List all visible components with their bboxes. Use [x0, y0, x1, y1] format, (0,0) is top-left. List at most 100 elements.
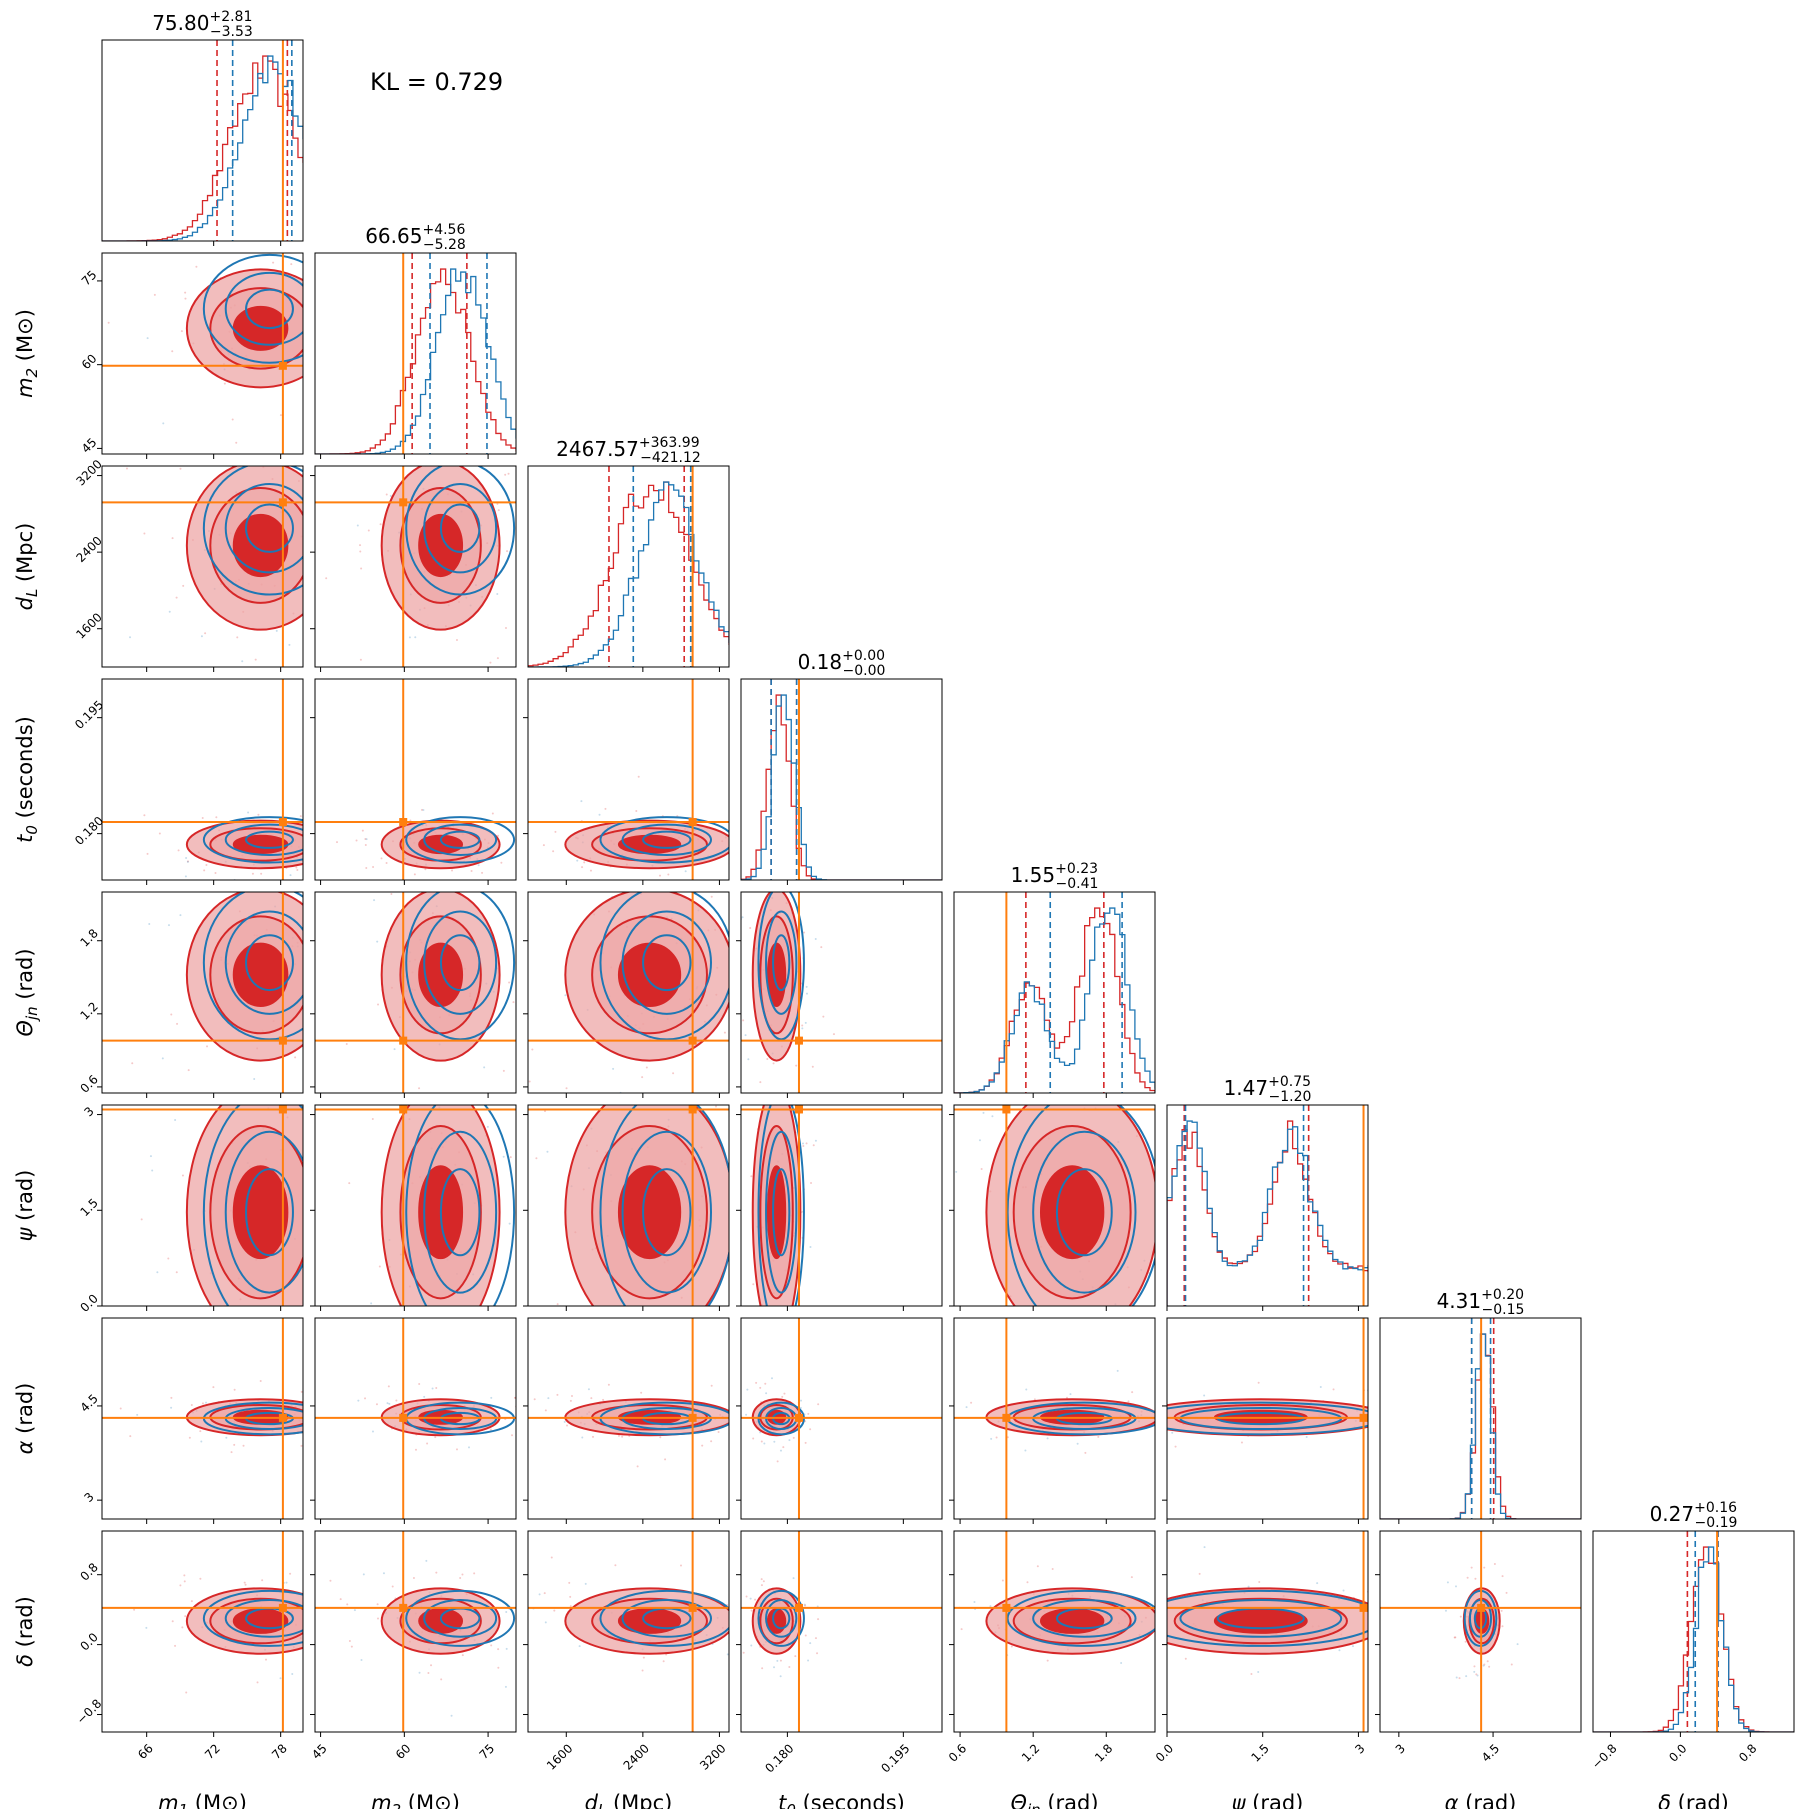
- sample-point: [1012, 1651, 1014, 1653]
- contour-blue-1: [423, 823, 498, 856]
- sample-point: [320, 1414, 322, 1416]
- contour-blue-2: [772, 934, 791, 992]
- sample-point: [726, 1653, 729, 1656]
- sample-point: [658, 874, 661, 877]
- sample-point: [456, 885, 458, 887]
- sample-point: [990, 1437, 993, 1440]
- sample-point: [382, 877, 384, 879]
- sample-point: [346, 536, 348, 538]
- panel-frame: [314, 1104, 517, 1307]
- panel-frame: [101, 678, 304, 881]
- sample-point: [507, 472, 510, 475]
- sample-point: [1239, 1206, 1241, 1208]
- sample-point: [794, 1655, 797, 1658]
- sample-point: [312, 1604, 314, 1606]
- panel-dL-m2: [310, 420, 517, 672]
- sample-point: [335, 547, 337, 549]
- sample-point: [1377, 1404, 1379, 1406]
- sample-point: [289, 1572, 292, 1575]
- contour-blue-0: [405, 1589, 516, 1647]
- sample-point: [186, 860, 189, 863]
- sample-point: [799, 1406, 802, 1409]
- sample-point: [131, 1062, 134, 1065]
- sample-point: [257, 813, 260, 816]
- sample-point: [803, 1603, 806, 1606]
- y-tick-label: 75: [79, 268, 100, 289]
- sample-point: [354, 987, 356, 989]
- panel-frame: [1379, 1530, 1582, 1733]
- sample-point: [312, 1387, 314, 1389]
- sample-point: [598, 813, 601, 816]
- sample-point: [331, 1277, 333, 1279]
- sample-point: [481, 1336, 483, 1338]
- title-t0: 0.18+0.00 −0.00: [798, 648, 886, 679]
- y-tick-label: 3: [82, 1490, 97, 1505]
- sample-point: [179, 467, 182, 470]
- sample-point: [326, 1248, 328, 1250]
- sample-point: [955, 1170, 958, 1173]
- sample-point: [237, 883, 239, 885]
- sample-point: [569, 814, 571, 816]
- sample-point: [316, 359, 318, 361]
- sample-point: [433, 420, 435, 422]
- sample-point: [767, 1307, 769, 1309]
- sample-point: [1450, 1589, 1452, 1591]
- sample-point: [830, 1594, 832, 1596]
- contour-blue-0: [599, 1105, 729, 1306]
- sample-point: [376, 940, 379, 943]
- sample-point: [749, 1150, 751, 1152]
- contour-blue-0: [405, 892, 516, 1041]
- sample-point: [581, 1436, 584, 1439]
- sample-point: [461, 441, 463, 443]
- sample-point: [450, 1714, 453, 1717]
- sample-point: [516, 1615, 518, 1617]
- histogram-red: [954, 907, 1155, 1093]
- sample-point: [1396, 1615, 1398, 1617]
- panel-frame: [101, 1317, 304, 1520]
- panel-theta-m1: 0.6 1.2 1.8: [77, 883, 356, 1122]
- contour-inner: [1039, 1165, 1105, 1260]
- sample-point: [776, 1659, 779, 1662]
- sample-point: [544, 1409, 547, 1412]
- truth-marker: [688, 1105, 697, 1114]
- sample-point: [317, 1000, 319, 1002]
- contour-blue-1: [224, 1599, 303, 1638]
- sample-point: [1174, 1445, 1177, 1448]
- truth-marker: [278, 818, 287, 827]
- sample-point: [414, 636, 417, 639]
- sample-point: [754, 1598, 757, 1601]
- x-tick-label: 60: [393, 1741, 414, 1762]
- sample-point: [233, 1443, 236, 1446]
- sample-point: [342, 836, 344, 838]
- sample-point: [563, 1420, 566, 1423]
- sample-point: [497, 1648, 500, 1651]
- sample-point: [741, 916, 744, 919]
- truth-marker: [278, 361, 287, 370]
- sample-point: [311, 324, 313, 326]
- sample-point: [868, 1573, 870, 1575]
- sample-point: [334, 449, 336, 451]
- sample-point: [241, 660, 244, 663]
- sample-point: [328, 1596, 330, 1598]
- sample-point: [717, 1430, 720, 1433]
- sample-point: [323, 584, 325, 586]
- sample-point: [260, 1075, 262, 1077]
- sample-point: [184, 297, 187, 300]
- sample-point: [657, 1081, 659, 1083]
- sample-point: [1116, 1369, 1119, 1372]
- sample-point: [360, 567, 363, 570]
- contour-blue-1: [423, 910, 498, 1015]
- sample-point: [411, 1320, 413, 1322]
- sample-point: [191, 1120, 193, 1122]
- contour-blue-0: [202, 466, 303, 596]
- sample-point: [809, 1350, 811, 1352]
- panel-frame: [1379, 1317, 1582, 1520]
- sample-point: [530, 1612, 532, 1614]
- x-axis-label-m2: m2 (M⊙): [371, 1791, 460, 1809]
- sample-point: [1175, 1433, 1177, 1435]
- sample-point: [348, 1613, 350, 1615]
- panel-frame: [314, 1530, 517, 1733]
- sample-point: [810, 1181, 813, 1184]
- sample-point: [1131, 1391, 1134, 1394]
- sample-point: [500, 861, 503, 864]
